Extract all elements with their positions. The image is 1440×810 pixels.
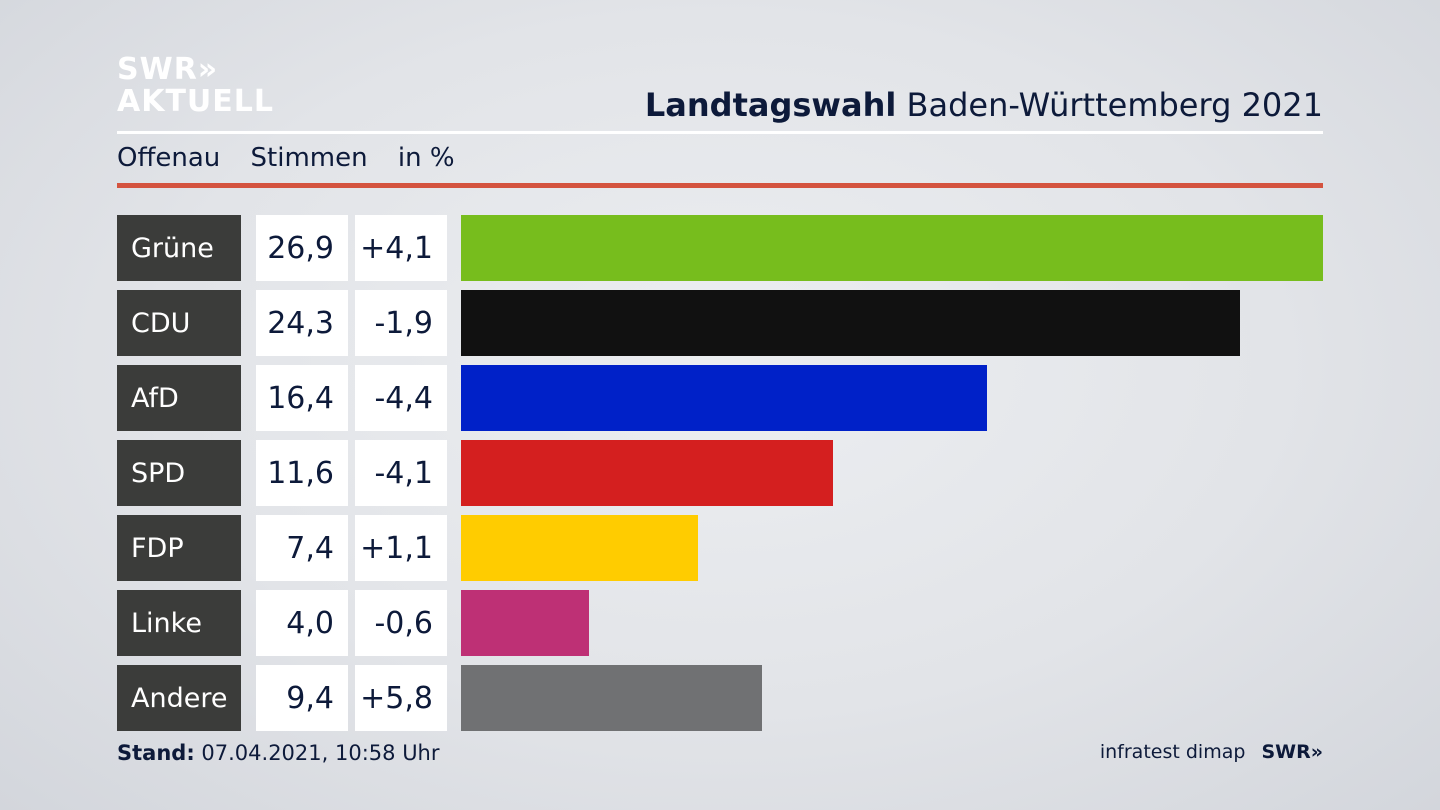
page-title: Landtagswahl Baden-Württemberg 2021 <box>645 86 1323 124</box>
change-label: +5,8 <box>355 665 447 731</box>
change-label: -4,4 <box>355 365 447 431</box>
logo-line-swr: SWR» <box>117 52 219 87</box>
logo-line-aktuell: AKTUELL <box>117 84 275 119</box>
swr-aktuell-logo: SWR» AKTUELL <box>117 54 274 118</box>
party-label: Grüne <box>117 215 241 281</box>
swr-logo: SWR» <box>1261 741 1323 763</box>
party-label: SPD <box>117 440 241 506</box>
bar-afd <box>461 365 987 431</box>
party-row: Linke 4,0 -0,6 <box>117 590 1323 656</box>
party-row: Grüne 26,9 +4,1 <box>117 215 1323 281</box>
bar-fdp <box>461 515 698 581</box>
bar-andere <box>461 665 762 731</box>
change-label: +1,1 <box>355 515 447 581</box>
party-label: Linke <box>117 590 241 656</box>
vote-share-label: 16,4 <box>256 365 348 431</box>
unit-label: in % <box>397 143 455 173</box>
party-row: AfD 16,4 -4,4 <box>117 365 1323 431</box>
bar-gr-ne <box>461 215 1323 281</box>
timestamp: Stand: 07.04.2021, 10:58 Uhr <box>117 741 440 765</box>
change-label: -1,9 <box>355 290 447 356</box>
title-rest: Baden-Württemberg 2021 <box>906 86 1324 124</box>
party-row: SPD 11,6 -4,1 <box>117 440 1323 506</box>
party-label: FDP <box>117 515 241 581</box>
party-row: FDP 7,4 +1,1 <box>117 515 1323 581</box>
location-label: Offenau <box>117 143 221 173</box>
party-row: CDU 24,3 -1,9 <box>117 290 1323 356</box>
vote-share-label: 7,4 <box>256 515 348 581</box>
source-credit: infratest dimap SWR» <box>1100 741 1323 763</box>
accent-divider <box>117 183 1323 188</box>
vote-share-label: 9,4 <box>256 665 348 731</box>
vote-share-label: 24,3 <box>256 290 348 356</box>
title-divider <box>117 131 1323 134</box>
measure-label: Stimmen <box>250 143 368 173</box>
bar-spd <box>461 440 833 506</box>
vote-share-label: 26,9 <box>256 215 348 281</box>
party-label: CDU <box>117 290 241 356</box>
change-label: -0,6 <box>355 590 447 656</box>
title-bold: Landtagswahl <box>644 86 897 124</box>
party-label: AfD <box>117 365 241 431</box>
vote-share-label: 4,0 <box>256 590 348 656</box>
vote-share-label: 11,6 <box>256 440 348 506</box>
change-label: -4,1 <box>355 440 447 506</box>
party-row: Andere 9,4 +5,8 <box>117 665 1323 731</box>
bar-cdu <box>461 290 1240 356</box>
party-label: Andere <box>117 665 241 731</box>
stand-value: 07.04.2021, 10:58 Uhr <box>201 741 440 765</box>
source-text: infratest dimap <box>1099 741 1246 763</box>
bar-linke <box>461 590 589 656</box>
change-label: +4,1 <box>355 215 447 281</box>
subheading: Offenau Stimmen in % <box>117 143 477 173</box>
stand-label: Stand: <box>117 741 195 765</box>
